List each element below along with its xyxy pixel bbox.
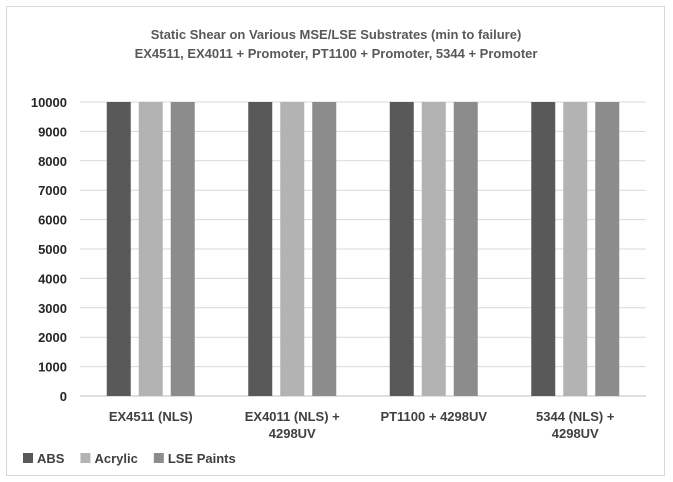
y-tick-label: 3000 <box>38 301 67 316</box>
y-tick-label: 6000 <box>38 213 67 228</box>
legend-label-acrylic: Acrylic <box>94 451 137 466</box>
chart-title-line-1: Static Shear on Various MSE/LSE Substrat… <box>151 27 522 42</box>
y-tick-label: 5000 <box>38 242 67 257</box>
bar-abs <box>106 102 131 396</box>
y-tick-label: 8000 <box>38 154 67 169</box>
x-tick-label-line: EX4511 (NLS) <box>109 409 193 424</box>
y-tick-label: 10000 <box>31 95 67 110</box>
y-tick-label: 0 <box>60 389 67 404</box>
x-tick-label-line: EX4011 (NLS) + <box>245 409 340 424</box>
bar-acrylic <box>563 102 588 396</box>
x-axis-ticks: EX4511 (NLS) EX4011 (NLS) + 4298UV PT1100 +… <box>109 409 615 441</box>
y-tick-label: 2000 <box>38 330 67 345</box>
x-tick-label-line: 4298UV <box>269 426 316 441</box>
chart-frame: Static Shear on Various MSE/LSE Substrat… <box>6 6 665 476</box>
gridlines <box>80 101 646 397</box>
bar-lse-paints <box>453 102 478 396</box>
legend-label-abs: ABS <box>37 451 65 466</box>
bar-acrylic <box>138 102 163 396</box>
legend-swatch-acrylic <box>80 453 91 463</box>
y-axis-ticks: 0 1000 2000 3000 4000 5000 6000 7000 8000 9000 100… <box>31 95 67 404</box>
legend-swatch-lse-paints <box>153 453 164 463</box>
bar-lse-paints <box>595 102 620 396</box>
x-tick-label-line: 4298UV <box>552 426 599 441</box>
chart-title: Static Shear on Various MSE/LSE Substrat… <box>135 27 538 61</box>
bar-lse-paints <box>170 102 195 396</box>
bar-acrylic <box>421 102 446 396</box>
x-tick-label: EX4011 (NLS) + 4298UV <box>245 409 340 441</box>
bar-lse-paints <box>312 102 337 396</box>
bar-abs <box>389 102 414 396</box>
bars <box>106 102 620 396</box>
x-tick-label: PT1100 + 4298UV <box>380 409 487 424</box>
y-tick-label: 4000 <box>38 271 67 286</box>
chart-title-line-2: EX4511, EX4011 + Promoter, PT1100 + Prom… <box>135 46 538 61</box>
bar-abs <box>248 102 273 396</box>
x-tick-label-line: 5344 (NLS) + <box>536 409 615 424</box>
y-tick-label: 7000 <box>38 183 67 198</box>
bar-abs <box>531 102 556 396</box>
legend: ABS Acrylic LSE Paints <box>23 451 236 466</box>
x-tick-label: EX4511 (NLS) <box>109 409 193 424</box>
y-tick-label: 1000 <box>38 360 67 375</box>
x-tick-label-line: PT1100 + 4298UV <box>380 409 487 424</box>
bar-acrylic <box>280 102 305 396</box>
chart-svg: Static Shear on Various MSE/LSE Substrat… <box>23 27 646 466</box>
legend-label-lse-paints: LSE Paints <box>168 451 236 466</box>
legend-swatch-abs <box>23 453 33 463</box>
y-tick-label: 9000 <box>38 124 67 139</box>
x-tick-label: 5344 (NLS) + 4298UV <box>536 409 615 441</box>
